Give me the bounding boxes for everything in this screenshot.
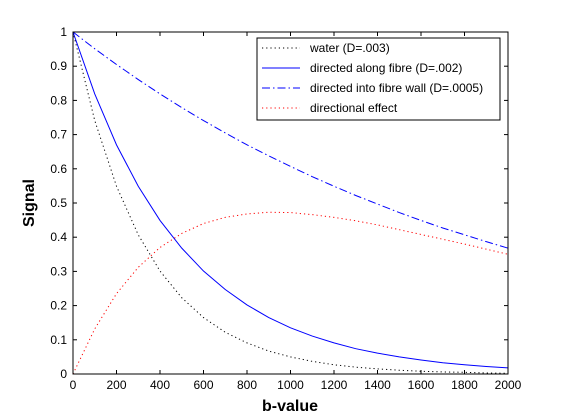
- legend-label: directed into fibre wall (D=.0005): [310, 81, 483, 95]
- x-axis-label: b-value: [262, 398, 318, 415]
- x-tick-label: 1000: [277, 378, 304, 392]
- x-tick-label: 1600: [408, 378, 435, 392]
- x-tick-label: 400: [150, 378, 170, 392]
- series-line: [72, 211, 509, 375]
- x-tick-label: 200: [106, 378, 126, 392]
- series-line: [72, 31, 509, 369]
- series-layer: [72, 31, 509, 375]
- y-tick-label: 0.4: [50, 230, 67, 244]
- y-tick-label: 0.8: [50, 93, 67, 107]
- legend-label: directional effect: [310, 101, 398, 115]
- x-tick-label: 0: [70, 378, 77, 392]
- y-axis-label: Signal: [21, 179, 38, 227]
- ticks-layer: 0 200 400 600 800 1000 1200 1400 1600 1800 2000 0 0.…: [50, 25, 521, 392]
- legend-label: directed along fibre (D=.002): [310, 61, 462, 75]
- series-line: [72, 31, 509, 249]
- series-line: [72, 31, 509, 374]
- y-tick-label: 0: [60, 367, 67, 381]
- y-tick-label: 0.1: [50, 333, 67, 347]
- y-tick-label: 0.5: [50, 196, 67, 210]
- x-tick-label: 600: [193, 378, 213, 392]
- x-tick-label: 800: [237, 378, 257, 392]
- plot-frame: [72, 31, 509, 375]
- legend-box: [256, 37, 501, 121]
- legend-label: water (D=.003): [309, 41, 390, 55]
- x-tick-label: 1400: [364, 378, 391, 392]
- y-tick-label: 0.9: [50, 59, 67, 73]
- y-tick-label: 0.7: [50, 128, 67, 142]
- y-tick-label: 0.2: [50, 299, 67, 313]
- legend-items: water (D=.003) directed along fibre (D=.0…: [262, 41, 483, 115]
- y-tick-label: 0.6: [50, 162, 67, 176]
- y-tick-label: 0.3: [50, 264, 67, 278]
- x-tick-label: 1200: [321, 378, 348, 392]
- legend: water (D=.003) directed along fibre (D=.0…: [256, 37, 501, 121]
- y-tick-label: 1: [60, 25, 67, 39]
- x-tick-label: 2000: [495, 378, 522, 392]
- x-tick-label: 1800: [451, 378, 478, 392]
